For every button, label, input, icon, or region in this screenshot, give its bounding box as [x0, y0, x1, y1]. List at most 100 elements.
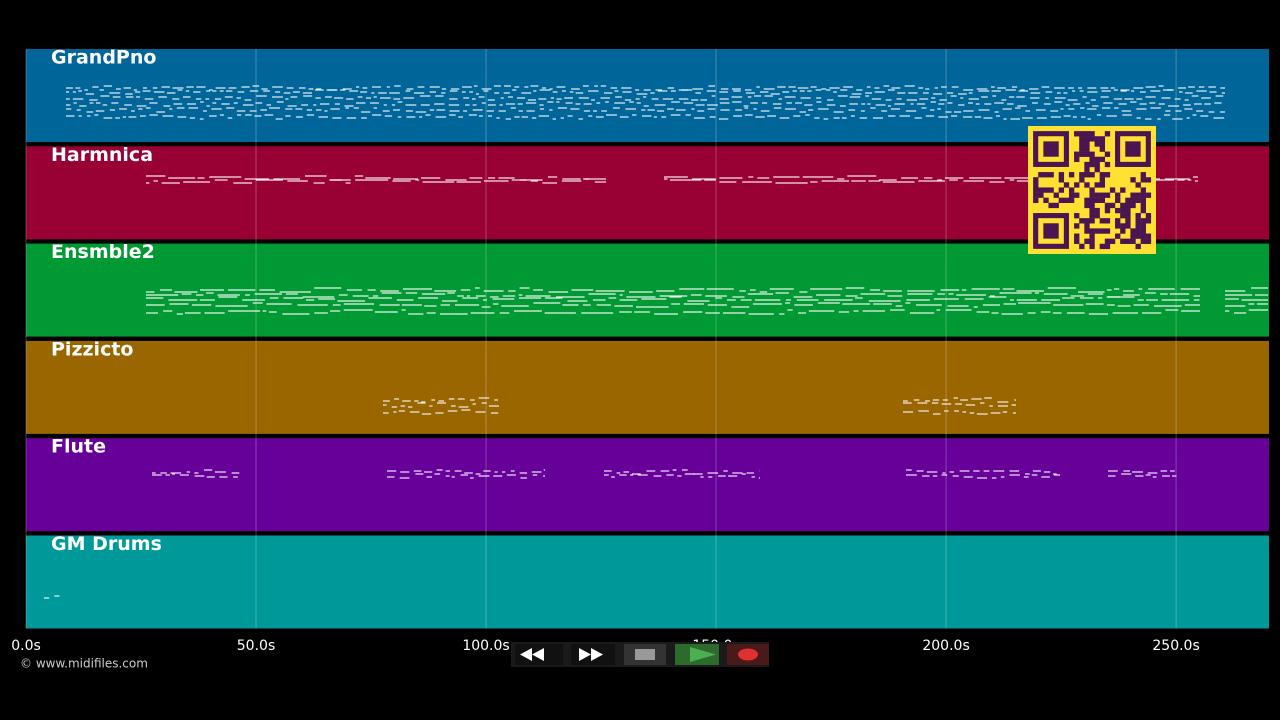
- qr-module: [1104, 228, 1111, 234]
- qr-module: [1094, 161, 1100, 168]
- qr-module: [1089, 156, 1095, 163]
- qr-module: [1089, 228, 1095, 234]
- qr-module: [1140, 187, 1146, 193]
- qr-module: [1068, 172, 1075, 178]
- qr-module: [1120, 228, 1126, 234]
- record-icon: [738, 648, 758, 661]
- qr-module: [1125, 223, 1131, 229]
- qr-module: [1043, 172, 1049, 178]
- qr-module: [1089, 202, 1095, 209]
- qr-module: [1145, 177, 1152, 183]
- qr-module: [1120, 213, 1126, 219]
- qr-module: [1125, 218, 1131, 224]
- qr-module: [1084, 161, 1090, 168]
- qr-module: [1120, 223, 1126, 229]
- qr-module: [1058, 197, 1065, 203]
- qr-module: [1120, 202, 1126, 209]
- qr-module: [1079, 131, 1085, 137]
- tick-label: 0.0s: [11, 638, 41, 654]
- qr-module: [1084, 182, 1090, 188]
- qr-module: [1120, 187, 1126, 193]
- qr-module: [1094, 213, 1100, 219]
- qr-module: [1099, 197, 1105, 203]
- qr-module: [1099, 228, 1105, 234]
- qr-module: [1145, 238, 1152, 244]
- forward-button[interactable]: [571, 644, 615, 665]
- qr-module: [1135, 197, 1141, 203]
- qr-module: [1104, 243, 1111, 250]
- qr-module: [1079, 172, 1085, 178]
- qr-module: [1135, 243, 1141, 250]
- qr-module: [1125, 197, 1131, 203]
- qr-module: [1104, 172, 1111, 178]
- qr-module: [1074, 213, 1080, 219]
- qr-module: [1089, 192, 1095, 198]
- stop-button[interactable]: [624, 644, 666, 665]
- play-button[interactable]: [675, 644, 719, 665]
- qr-module: [1074, 131, 1080, 137]
- qr-module: [1043, 197, 1049, 203]
- qr-module: [1053, 202, 1059, 209]
- qr-module: [1089, 197, 1095, 203]
- qr-module: [1140, 207, 1146, 214]
- qr-module: [1094, 141, 1100, 147]
- qr-module: [1099, 141, 1105, 147]
- qr-module: [1130, 202, 1136, 209]
- qr-module: [1104, 202, 1111, 209]
- qr-module: [1094, 182, 1100, 188]
- qr-module: [1104, 218, 1111, 224]
- qr-module: [1140, 192, 1146, 198]
- qr-module: [1079, 146, 1085, 152]
- qr-module: [1089, 136, 1095, 142]
- qr-module: [1033, 192, 1039, 198]
- qr-module: [1033, 182, 1039, 188]
- qr-module: [1130, 197, 1136, 203]
- qr-module: [1099, 156, 1105, 163]
- qr-module: [1074, 156, 1080, 163]
- qr-finder: [1125, 141, 1141, 157]
- qr-module: [1099, 218, 1105, 224]
- qr-module: [1074, 151, 1080, 157]
- qr-module: [1135, 233, 1141, 239]
- track-lane: [26, 340, 1269, 434]
- qr-module: [1094, 136, 1100, 142]
- qr-finder: [1043, 141, 1059, 157]
- qr-module: [1068, 197, 1075, 203]
- qr-module: [1048, 202, 1054, 209]
- qr-module: [1074, 233, 1080, 239]
- play-icon: [690, 647, 716, 662]
- track-name: GrandPno: [51, 47, 156, 69]
- record-button[interactable]: [727, 644, 769, 665]
- qr-module: [1094, 192, 1100, 198]
- qr-module: [1063, 197, 1070, 203]
- qr-module: [1033, 177, 1039, 183]
- qr-module: [1140, 172, 1146, 178]
- qr-module: [1048, 172, 1054, 178]
- qr-module: [1089, 243, 1095, 250]
- qr-module: [1130, 233, 1136, 239]
- qr-module: [1140, 202, 1146, 209]
- qr-module: [1099, 146, 1105, 152]
- tick-label: 100.0s: [462, 638, 509, 654]
- copyright: © www.midifiles.com: [20, 657, 148, 671]
- qr-module: [1063, 182, 1070, 188]
- qr-module: [1074, 182, 1080, 188]
- qr-module: [1079, 218, 1085, 224]
- qr-module: [1094, 156, 1100, 163]
- qr-code: [1028, 126, 1156, 254]
- qr-module: [1079, 141, 1085, 147]
- qr-module: [1033, 197, 1039, 203]
- qr-module: [1120, 207, 1126, 214]
- qr-module: [1099, 172, 1105, 178]
- qr-module: [1140, 238, 1146, 244]
- qr-module: [1145, 233, 1152, 239]
- qr-module: [1130, 177, 1136, 183]
- qr-module: [1079, 243, 1085, 250]
- qr-module: [1043, 187, 1049, 193]
- track-name: GM Drums: [51, 533, 162, 555]
- qr-module: [1089, 161, 1095, 168]
- qr-module: [1089, 233, 1095, 239]
- rewind-button[interactable]: [515, 644, 563, 665]
- qr-module: [1058, 172, 1065, 178]
